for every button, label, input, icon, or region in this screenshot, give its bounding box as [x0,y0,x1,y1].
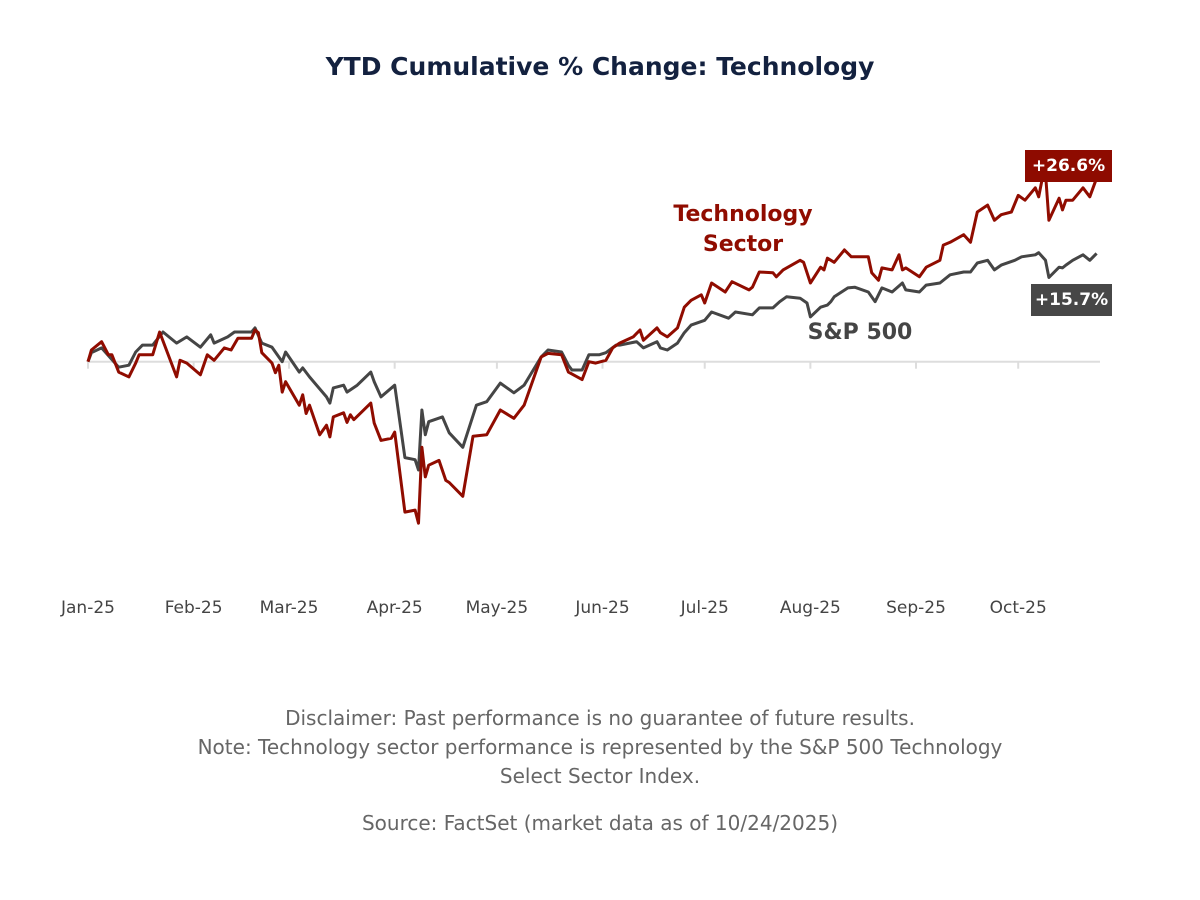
x-tick-label: Oct-25 [990,598,1047,618]
x-tick-label: Jan-25 [60,598,115,618]
chart-title: YTD Cumulative % Change: Technology [325,52,875,81]
technology-label-line2: Sector [702,232,784,257]
technology-line [86,171,1099,525]
sp500-line [86,251,1098,472]
x-tick-label: Feb-25 [165,598,223,618]
x-tick-label: Aug-25 [780,598,841,618]
disclaimer-text: Disclaimer: Past performance is no guara… [285,706,915,730]
x-tick-label: Sep-25 [886,598,946,618]
note-text-line2: Select Sector Index. [499,764,701,788]
x-tick-label: Jul-25 [680,598,729,618]
x-tick-label: Mar-25 [260,598,319,618]
x-tick-label: Jun-25 [574,598,629,618]
technology-label-line1: Technology [673,202,813,227]
technology-end-value-badge: +26.6% [1025,150,1112,182]
technology-series-label: Technology Sector [620,200,866,260]
note-text-line1: Note: Technology sector performance is r… [197,735,1003,759]
series-lines [86,171,1099,525]
x-tick-label: May-25 [466,598,529,618]
source-text: Source: FactSet (market data as of 10/24… [361,811,839,835]
sp500-series-label: S&P 500 [807,320,913,345]
sp500-end-value-badge: +15.7% [1031,284,1112,316]
x-tick-labels: Jan-25 Feb-25 Mar-25 Apr-25 May-25 Jun-25 Jul-… [60,598,1047,618]
x-tick-label: Apr-25 [367,598,423,618]
